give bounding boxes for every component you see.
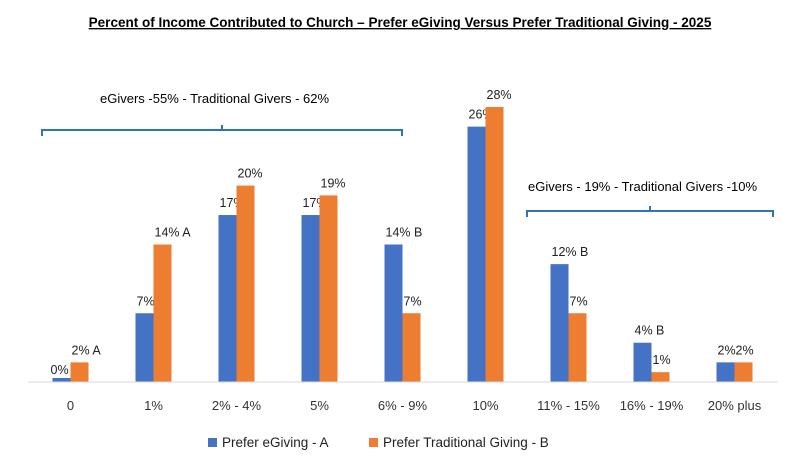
- x-tick-label-5: 10%: [472, 398, 498, 413]
- data-label-traditional-2: 20%: [238, 167, 263, 181]
- x-tick-label-6: 11% - 15%: [537, 398, 600, 413]
- x-axis-ticks: 0 1% 2% - 4% 5% 6% - 9% 10% 11% - 15% 16% - 19%…: [67, 398, 762, 413]
- bar-traditional-3: [319, 195, 338, 382]
- bracket-annotation-1: eGivers - 19% - Traditional Givers -10%: [526, 179, 774, 217]
- data-label-egiving-7: 4% B: [635, 324, 665, 338]
- data-label-traditional-0: 2% A: [72, 343, 102, 357]
- data-label-traditional-4: 7%: [404, 294, 422, 308]
- legend-label-0: Prefer eGiving - A: [222, 435, 329, 450]
- data-label-egiving-8: 2%: [718, 343, 736, 357]
- bracket-label-1: eGivers - 19% - Traditional Givers -10%: [528, 179, 757, 194]
- x-tick-label-1: 1%: [144, 398, 163, 413]
- data-label-traditional-3: 19%: [321, 176, 346, 190]
- data-label-egiving-6: 12% B: [552, 245, 589, 259]
- data-label-egiving-1: 7%: [137, 294, 155, 308]
- data-label-traditional-6: 7%: [570, 294, 588, 308]
- x-tick-label-7: 16% - 19%: [620, 398, 684, 413]
- legend: Prefer eGiving - A Prefer Traditional Giv…: [208, 435, 549, 450]
- bar-egiving-4: [384, 244, 403, 382]
- bar-traditional-0: [70, 362, 89, 382]
- legend-label-1: Prefer Traditional Giving - B: [383, 435, 549, 450]
- bracket-annotation-0: eGivers -55% - Traditional Givers - 62%: [41, 91, 403, 136]
- bar-traditional-7: [651, 372, 670, 382]
- data-label-traditional-7: 1%: [653, 353, 671, 367]
- annotations: eGivers -55% - Traditional Givers - 62% e…: [41, 91, 774, 217]
- bar-egiving-6: [550, 264, 569, 382]
- bar-egiving-0: [52, 378, 71, 382]
- bar-egiving-7: [633, 342, 652, 382]
- bar-egiving-3: [301, 215, 320, 382]
- bar-traditional-8: [734, 362, 753, 382]
- bracket-label-0: eGivers -55% - Traditional Givers - 62%: [100, 91, 329, 106]
- bracket-line-0: [41, 125, 403, 136]
- chart-title: Percent of Income Contributed to Church …: [89, 15, 712, 30]
- legend-swatch-0: [208, 438, 217, 447]
- bar-egiving-2: [218, 215, 237, 382]
- legend-swatch-1: [369, 438, 378, 447]
- x-tick-label-3: 5%: [310, 398, 329, 413]
- bar-traditional-4: [402, 313, 421, 382]
- data-label-traditional-8: 2%: [736, 343, 754, 357]
- x-tick-label-0: 0: [67, 398, 74, 413]
- x-tick-label-8: 20% plus: [708, 398, 762, 413]
- data-label-traditional-1: 14% A: [155, 226, 192, 240]
- bar-traditional-5: [485, 107, 504, 382]
- x-tick-label-4: 6% - 9%: [378, 398, 428, 413]
- bar-egiving-8: [716, 362, 735, 382]
- x-tick-label-2: 2% - 4%: [212, 398, 262, 413]
- bar-egiving-1: [135, 313, 154, 382]
- bar-traditional-2: [236, 185, 255, 382]
- bar-egiving-5: [467, 126, 486, 383]
- data-label-egiving-4: 14% B: [386, 226, 423, 240]
- bar-traditional-1: [153, 244, 172, 382]
- data-label-egiving-0: 0%: [51, 363, 69, 377]
- bar-traditional-6: [568, 313, 587, 382]
- data-label-traditional-5: 28%: [487, 88, 512, 102]
- bars: 0%7%17% 17%14% B26%12% B4% B2%2% A14% A20…: [51, 88, 754, 383]
- bracket-line-1: [526, 206, 774, 217]
